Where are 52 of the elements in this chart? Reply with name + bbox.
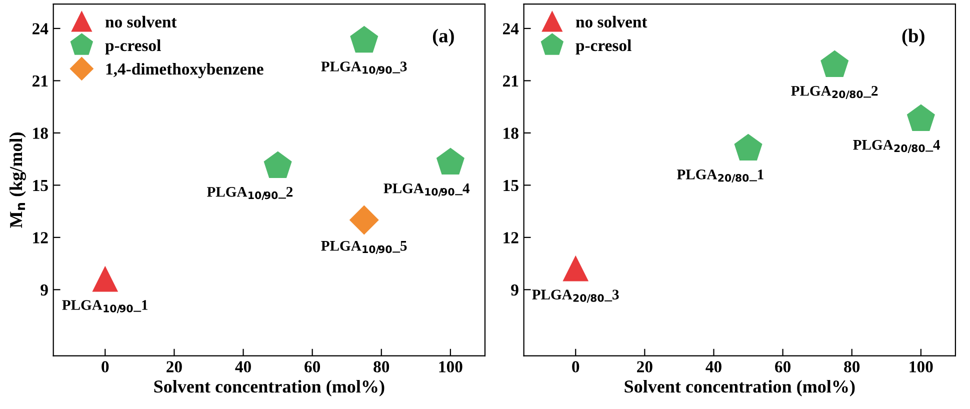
y-tick-label: 18 <box>504 128 518 139</box>
annotation: PLGA$_{10/90}$_2 <box>207 186 293 200</box>
y-tick-label: 15 <box>33 180 48 192</box>
point <box>820 50 848 77</box>
x-tick-label: 100 <box>910 361 933 372</box>
legend-label: p-cresol <box>105 39 161 55</box>
x-tick-label: 20 <box>166 361 182 372</box>
y-tick-label: 24 <box>32 23 48 34</box>
annotation: (b) <box>902 28 924 46</box>
legend-label: 1,4-dimethoxybenzene <box>106 62 264 78</box>
legend-label: no solvent <box>105 16 177 28</box>
y-axis-title: M$_{n}$ (kg/mol) <box>9 132 26 228</box>
y-tick-label: 21 <box>32 75 48 86</box>
y-tick-label: 18 <box>33 128 48 139</box>
annotation: PLGA$_{20/80}$_3 <box>532 290 619 303</box>
y-tick-label: 9 <box>511 284 518 296</box>
annotation: (a) <box>432 28 454 46</box>
x-tick-label: 40 <box>235 361 251 372</box>
x-tick-label: 60 <box>775 361 790 372</box>
point <box>734 134 762 161</box>
point <box>264 151 292 178</box>
y-tick-label: 15 <box>504 180 518 192</box>
y-tick-label: 9 <box>40 284 48 296</box>
x-tick-label: 80 <box>374 361 390 372</box>
annotation: PLGA$_{20/80}$_4 <box>853 140 940 153</box>
annotation: PLGA$_{10/90}$_5 <box>321 240 407 254</box>
annotation: PLGA$_{10/90}$_3 <box>321 62 407 75</box>
y-tick-label: 12 <box>504 232 518 244</box>
annotation: PLGA$_{10/90}$_4 <box>384 183 470 196</box>
point <box>92 266 118 292</box>
x-tick-label: 0 <box>572 361 580 372</box>
y-tick-label: 21 <box>502 75 518 86</box>
y-tick-label: 24 <box>502 23 519 34</box>
x-tick-label: 80 <box>844 361 860 372</box>
point <box>907 104 935 131</box>
x-tick-label: 0 <box>102 361 109 372</box>
x-tick-label: 100 <box>439 361 462 372</box>
y-tick-label: 12 <box>33 232 48 244</box>
point <box>563 256 588 282</box>
annotation: PLGA$_{20/80}$_1 <box>676 170 764 183</box>
point <box>436 148 464 174</box>
x-axis-title: Solvent concentration (mol%) <box>154 380 384 396</box>
point <box>350 206 379 234</box>
x-tick-label: 40 <box>706 361 722 372</box>
legend-label: no solvent <box>576 16 648 28</box>
point <box>350 26 378 53</box>
annotation: PLGA$_{20/80}$_2 <box>791 86 878 99</box>
legend-label: p-cresol <box>576 39 632 55</box>
x-tick-label: 60 <box>304 361 320 372</box>
annotation: PLGA$_{10/90}$_1 <box>62 300 148 314</box>
x-tick-label: 20 <box>637 361 652 372</box>
x-axis-title: Solvent concentration (mol%) <box>624 380 855 396</box>
